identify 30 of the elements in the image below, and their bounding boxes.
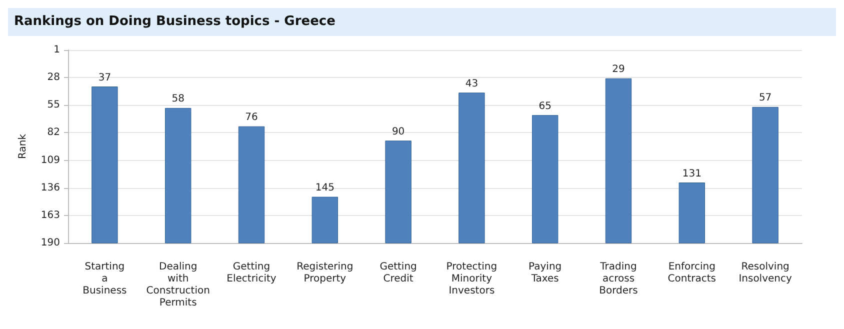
data-label: 43 bbox=[465, 78, 478, 90]
y-tick-label: 1 bbox=[54, 44, 60, 56]
y-tick-label: 28 bbox=[47, 72, 60, 84]
y-tick-label: 190 bbox=[40, 238, 60, 248]
x-tick-label: Resolving Insolvency bbox=[738, 262, 792, 284]
data-label: 145 bbox=[315, 182, 334, 194]
data-label: 131 bbox=[682, 168, 702, 180]
y-tick-label: 163 bbox=[40, 210, 60, 221]
y-axis-title: Rank bbox=[18, 134, 28, 159]
x-tick-label: Registering Property bbox=[296, 262, 354, 284]
x-tick-label: Enforcing Contracts bbox=[668, 262, 716, 284]
data-label: 65 bbox=[538, 100, 552, 112]
y-tick-label: 55 bbox=[47, 100, 60, 111]
x-tick-label: Getting Electricity bbox=[226, 262, 276, 284]
data-label: 76 bbox=[245, 112, 258, 124]
y-tick-label: 109 bbox=[40, 154, 60, 166]
data-label: 37 bbox=[98, 72, 112, 84]
data-label: 29 bbox=[612, 64, 625, 76]
y-tick-label: 136 bbox=[40, 182, 60, 194]
x-tick-label: Dealing with Construction Permits bbox=[146, 262, 210, 308]
data-label: 58 bbox=[172, 94, 184, 105]
x-tick-label: Getting Credit bbox=[380, 262, 417, 284]
x-tick-label: Trading across Borders bbox=[599, 262, 638, 296]
data-label: 57 bbox=[758, 92, 772, 104]
data-label: 90 bbox=[392, 126, 405, 138]
x-tick-label: Paying Taxes bbox=[528, 262, 562, 284]
x-tick-label: Protecting Minority Investors bbox=[446, 262, 498, 296]
x-tick-label: Starting a Business bbox=[82, 262, 127, 296]
y-tick-label: 82 bbox=[47, 127, 60, 138]
chart-title: Rankings on Doing Business topics - Greece bbox=[8, 8, 836, 36]
